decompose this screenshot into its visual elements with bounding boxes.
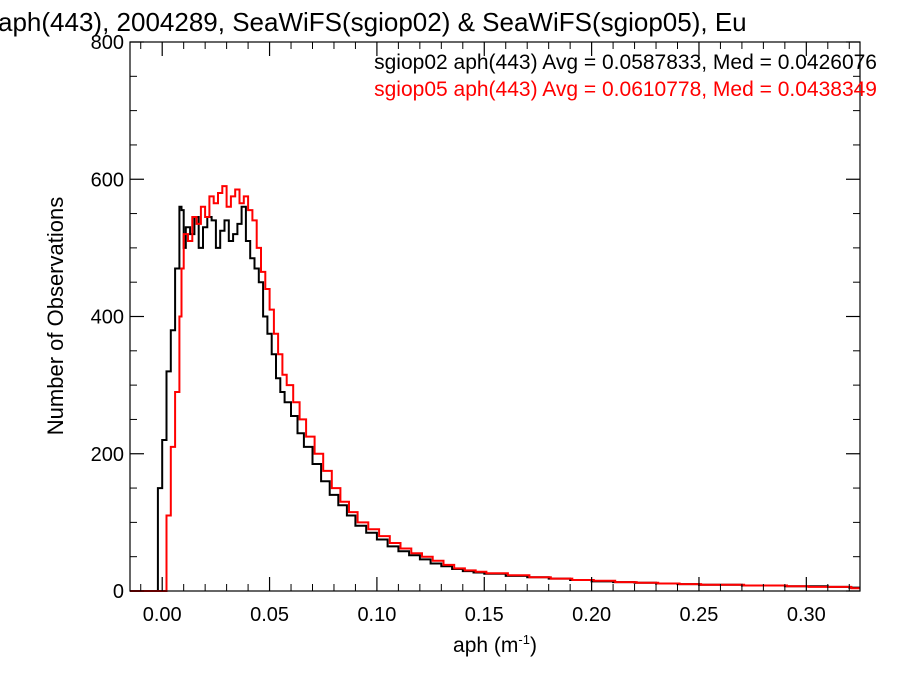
series-layer (130, 185, 860, 592)
y-tick-label-3: 600 (91, 169, 124, 191)
x-tick-label-4: 0.20 (572, 604, 611, 626)
x-axis: 0.00 0.05 0.10 0.15 0.20 0.25 0.30 (140, 42, 850, 626)
x-tick-label-5: 0.25 (680, 604, 719, 626)
x-tick-label-6: 0.30 (787, 604, 826, 626)
y-tick-label-0: 0 (113, 581, 124, 603)
x-tick-label-3: 0.15 (465, 604, 504, 626)
legend-entry-series-2: sgiop05 aph(443) Avg = 0.0610778, Med = … (374, 78, 877, 101)
x-tick-label-0: 0.00 (143, 604, 182, 626)
y-axis: 0 200 400 600 800 (91, 32, 860, 603)
chart-title: aph(443), 2004289, SeaWiFS(sgiop02) & Se… (0, 7, 747, 37)
y-tick-label-4: 800 (91, 32, 124, 54)
y-axis-label: Number of Observations (43, 197, 68, 435)
series-line-2 (130, 185, 860, 592)
x-tick-label-2: 0.10 (357, 604, 396, 626)
y-tick-label-1: 200 (91, 444, 124, 466)
y-tick-label-2: 400 (91, 307, 124, 329)
x-tick-label-1: 0.05 (250, 604, 289, 626)
x-axis-label-main: aph (m (453, 634, 518, 657)
x-axis-label-end: ) (530, 634, 537, 657)
legend-entry-series-1: sgiop02 aph(443) Avg = 0.0587833, Med = … (374, 51, 877, 74)
x-axis-label: aph (m-1) (453, 632, 537, 657)
x-axis-label-superscript: -1 (518, 632, 530, 647)
